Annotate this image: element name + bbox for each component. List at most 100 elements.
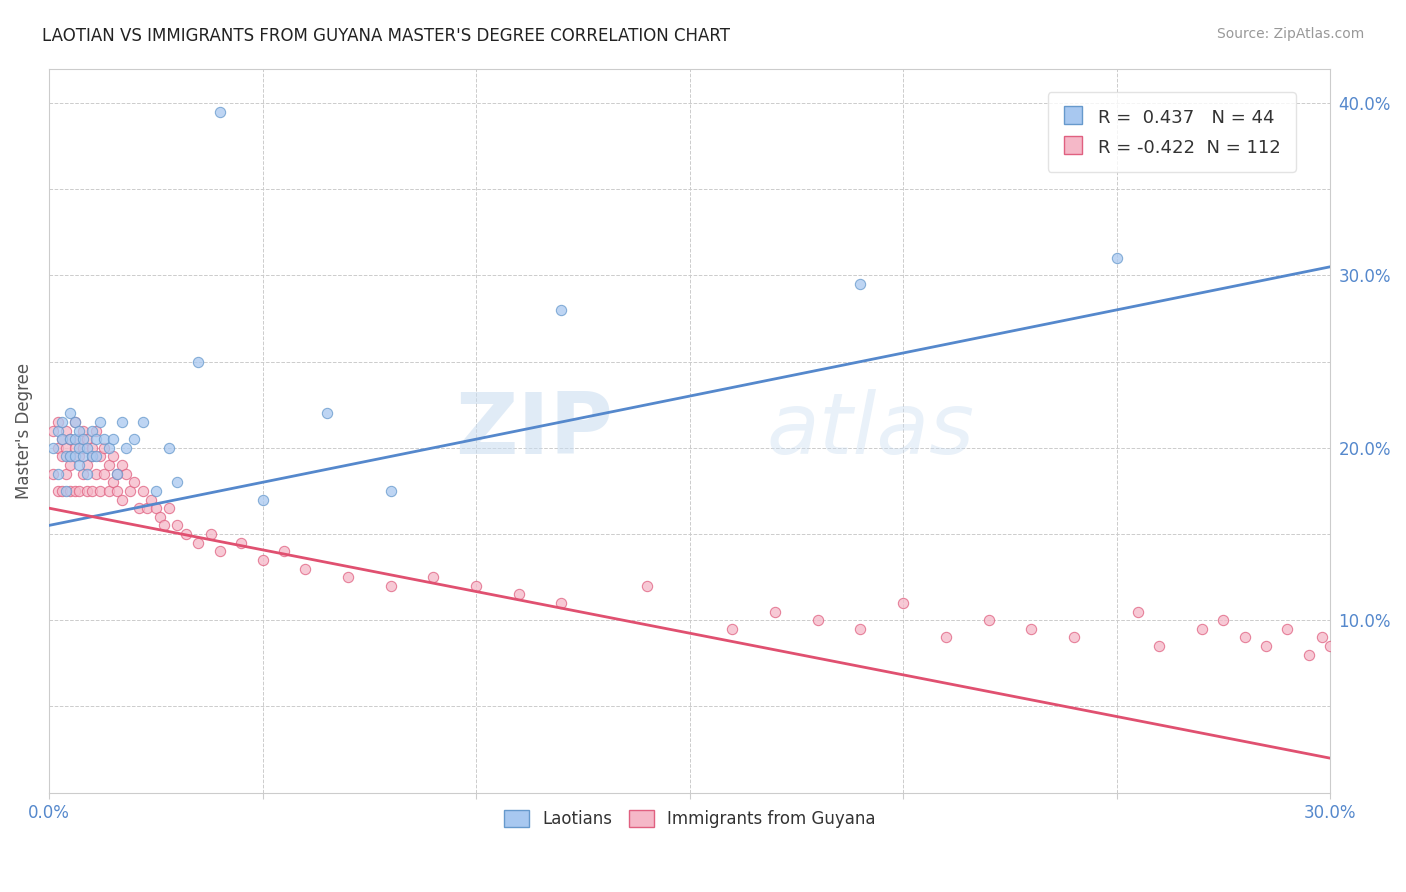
Point bbox=[145, 483, 167, 498]
Point bbox=[63, 415, 86, 429]
Point bbox=[1191, 622, 1213, 636]
Point bbox=[110, 415, 132, 429]
Point bbox=[977, 613, 1000, 627]
Point bbox=[76, 467, 98, 481]
Point bbox=[252, 492, 274, 507]
Point bbox=[101, 432, 124, 446]
Point bbox=[67, 450, 90, 464]
Point bbox=[1105, 251, 1128, 265]
Point bbox=[63, 483, 86, 498]
Point bbox=[89, 415, 111, 429]
Text: LAOTIAN VS IMMIGRANTS FROM GUYANA MASTER'S DEGREE CORRELATION CHART: LAOTIAN VS IMMIGRANTS FROM GUYANA MASTER… bbox=[42, 27, 730, 45]
Point bbox=[67, 483, 90, 498]
Point bbox=[115, 467, 138, 481]
Point bbox=[550, 596, 572, 610]
Point bbox=[422, 570, 444, 584]
Point bbox=[187, 354, 209, 368]
Point bbox=[72, 450, 94, 464]
Point bbox=[59, 450, 82, 464]
Y-axis label: Master's Degree: Master's Degree bbox=[15, 362, 32, 499]
Point bbox=[80, 424, 103, 438]
Point bbox=[67, 458, 90, 472]
Point bbox=[105, 483, 128, 498]
Point bbox=[105, 467, 128, 481]
Point bbox=[1384, 657, 1406, 671]
Point bbox=[636, 579, 658, 593]
Point bbox=[63, 415, 86, 429]
Point bbox=[55, 450, 77, 464]
Point bbox=[84, 450, 107, 464]
Point bbox=[63, 441, 86, 455]
Point bbox=[132, 415, 155, 429]
Point bbox=[136, 501, 159, 516]
Point bbox=[42, 424, 65, 438]
Point bbox=[315, 406, 337, 420]
Point bbox=[59, 450, 82, 464]
Point bbox=[273, 544, 295, 558]
Point bbox=[42, 467, 65, 481]
Point bbox=[46, 441, 69, 455]
Point bbox=[80, 450, 103, 464]
Point bbox=[80, 441, 103, 455]
Point bbox=[93, 441, 115, 455]
Point bbox=[80, 450, 103, 464]
Point bbox=[59, 432, 82, 446]
Point bbox=[1319, 639, 1341, 653]
Point bbox=[101, 475, 124, 490]
Point bbox=[124, 475, 146, 490]
Point bbox=[120, 483, 142, 498]
Point bbox=[63, 450, 86, 464]
Point bbox=[550, 302, 572, 317]
Point bbox=[1019, 622, 1042, 636]
Point bbox=[97, 441, 120, 455]
Point bbox=[1063, 631, 1085, 645]
Point bbox=[72, 467, 94, 481]
Point bbox=[67, 432, 90, 446]
Point bbox=[105, 467, 128, 481]
Point bbox=[1233, 631, 1256, 645]
Point bbox=[97, 458, 120, 472]
Point bbox=[153, 518, 176, 533]
Point bbox=[59, 483, 82, 498]
Point bbox=[1256, 639, 1278, 653]
Point bbox=[67, 424, 90, 438]
Point bbox=[1212, 613, 1234, 627]
Point bbox=[51, 415, 73, 429]
Point bbox=[59, 406, 82, 420]
Point bbox=[1298, 648, 1320, 662]
Point bbox=[51, 432, 73, 446]
Point bbox=[63, 432, 86, 446]
Point bbox=[166, 518, 188, 533]
Point bbox=[935, 631, 957, 645]
Point bbox=[141, 492, 163, 507]
Point bbox=[46, 424, 69, 438]
Point bbox=[76, 432, 98, 446]
Point bbox=[80, 483, 103, 498]
Point bbox=[110, 458, 132, 472]
Point bbox=[132, 483, 155, 498]
Point bbox=[51, 432, 73, 446]
Point bbox=[46, 483, 69, 498]
Point bbox=[149, 509, 172, 524]
Point bbox=[1126, 605, 1149, 619]
Point bbox=[46, 467, 69, 481]
Point bbox=[72, 424, 94, 438]
Point bbox=[1361, 648, 1384, 662]
Point bbox=[115, 441, 138, 455]
Point bbox=[51, 450, 73, 464]
Point bbox=[93, 432, 115, 446]
Text: ZIP: ZIP bbox=[456, 389, 613, 472]
Point bbox=[42, 441, 65, 455]
Point bbox=[763, 605, 786, 619]
Point bbox=[93, 467, 115, 481]
Point bbox=[76, 458, 98, 472]
Point bbox=[721, 622, 744, 636]
Point bbox=[891, 596, 914, 610]
Point bbox=[55, 424, 77, 438]
Point bbox=[101, 450, 124, 464]
Point bbox=[1340, 657, 1362, 671]
Point bbox=[72, 441, 94, 455]
Point bbox=[67, 441, 90, 455]
Point bbox=[59, 458, 82, 472]
Point bbox=[84, 467, 107, 481]
